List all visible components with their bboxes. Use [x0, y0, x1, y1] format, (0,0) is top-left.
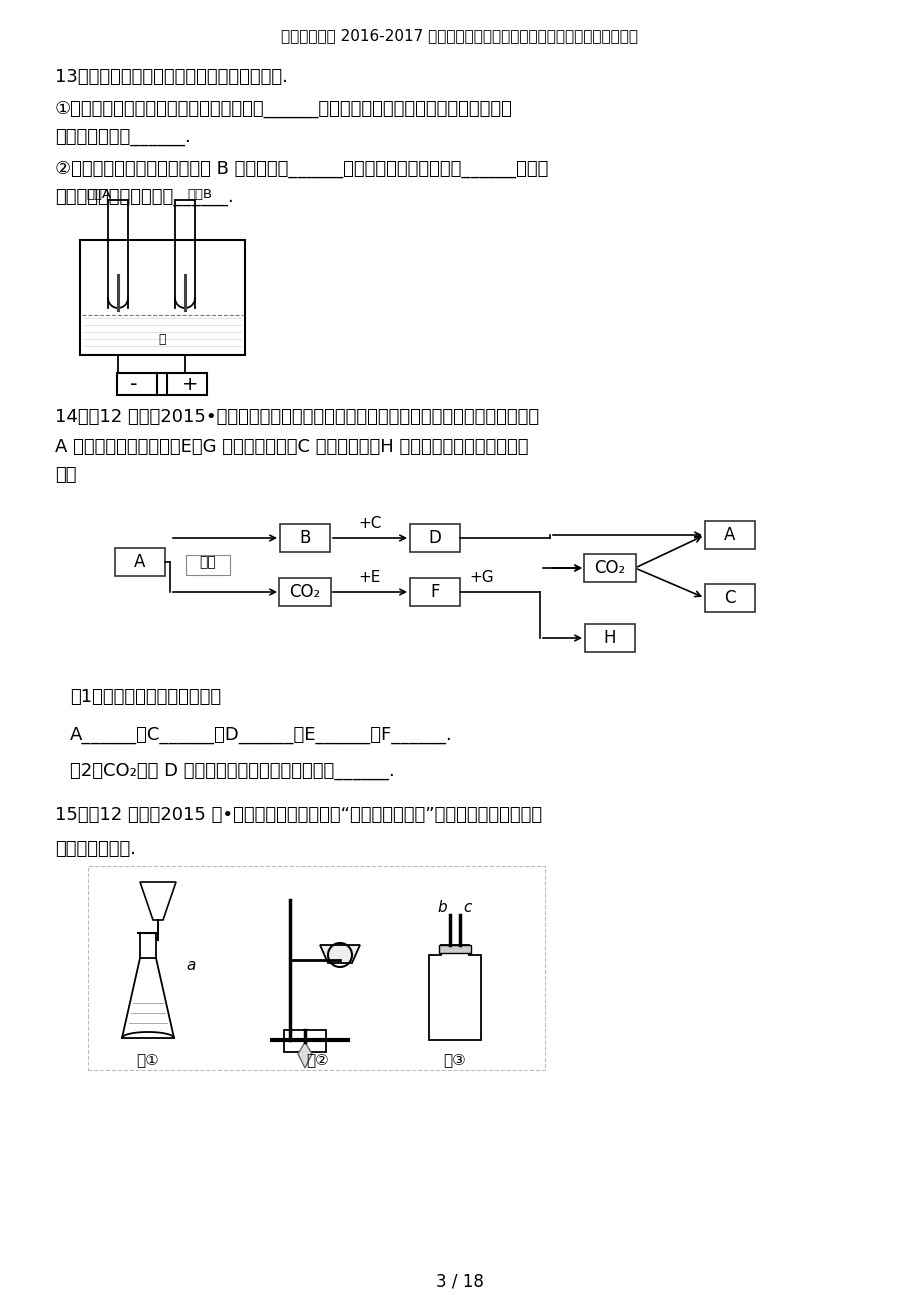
Text: b: b [437, 900, 446, 915]
Text: 13．水是生命之源，它与我们的生活密切相关.: 13．水是生命之源，它与我们的生活密切相关. [55, 68, 288, 86]
Bar [584, 553, 635, 582]
Text: -: - [130, 374, 138, 395]
Text: CO₂: CO₂ [594, 559, 625, 577]
Text: 14．（12 分）（2015•深圳模拟）如图中表示中学几种常见的物质在一定条件下可以转化，: 14．（12 分）（2015•深圳模拟）如图中表示中学几种常见的物质在一定条件下… [55, 408, 539, 426]
Bar [704, 521, 754, 549]
Text: A: A [723, 526, 735, 544]
Text: 试管B: 试管B [187, 187, 212, 201]
Text: （1）写出下列物质的化学式：: （1）写出下列物质的化学式： [70, 687, 221, 706]
Bar [704, 585, 754, 612]
Text: 四川省达州市 2016-2017 学年九年级化学上学期期初试卷（含解析）新人教版: 四川省达州市 2016-2017 学年九年级化学上学期期初试卷（含解析）新人教版 [281, 29, 638, 43]
Text: H: H [603, 629, 616, 647]
Text: 图③: 图③ [443, 1052, 466, 1068]
Text: CO₂: CO₂ [289, 583, 321, 602]
Bar [278, 578, 331, 605]
Text: ①净水器常用活性炭，主要是利用活性炭的______性．生活中，既能降低水的硬度，又能杀: ①净水器常用活性炭，主要是利用活性炭的______性．生活中，既能降低水的硬度，… [55, 100, 512, 118]
Text: （2）CO₂通入 D 澄清溶液的化学反应方程式是：______.: （2）CO₂通入 D 澄清溶液的化学反应方程式是：______. [70, 762, 394, 780]
Bar [279, 523, 330, 552]
Text: ②电解水的装置如图所示，试管 B 中的气体是______，通过此实验证明水是由______组成的: ②电解水的装置如图所示，试管 B 中的气体是______，通过此实验证明水是由_… [55, 160, 548, 178]
Bar [584, 624, 634, 652]
Text: 菌消毒的方法是______.: 菌消毒的方法是______. [55, 128, 190, 146]
Text: +C: +C [357, 517, 381, 531]
Bar [80, 240, 244, 355]
Text: 3 / 18: 3 / 18 [436, 1272, 483, 1290]
Text: ，该反应的化学方程式是______.: ，该反应的化学方程式是______. [55, 187, 233, 206]
Text: 水: 水 [158, 333, 165, 346]
Bar [410, 523, 460, 552]
Polygon shape [320, 945, 359, 963]
Text: c: c [462, 900, 471, 915]
Text: C: C [723, 589, 735, 607]
Bar [284, 1030, 325, 1052]
Text: D: D [428, 529, 441, 547]
Text: 高温: 高温 [199, 555, 216, 569]
Bar [410, 578, 460, 605]
Bar [438, 945, 471, 953]
Bar [186, 555, 230, 575]
Text: 试管A: 试管A [85, 187, 111, 201]
Text: 图②: 图② [306, 1052, 329, 1068]
Text: A: A [134, 553, 145, 572]
Text: a: a [186, 958, 195, 973]
Text: A 是石灰石的主要成分，E、G 为黑色的粉末，C 为无色液体，H 为紫红色固体（部分条件省: A 是石灰石的主要成分，E、G 为黑色的粉末，C 为无色液体，H 为紫红色固体（… [55, 437, 528, 456]
Bar [88, 866, 544, 1070]
Text: +E: +E [358, 570, 380, 586]
Polygon shape [298, 1042, 312, 1068]
Text: +: + [182, 375, 198, 393]
Text: 完成下面的问题.: 完成下面的问题. [55, 840, 136, 858]
Bar [115, 548, 165, 575]
Text: B: B [299, 529, 311, 547]
Text: 略）: 略） [55, 466, 76, 484]
Bar [117, 372, 207, 395]
Text: A______，C______，D______，E______，F______.: A______，C______，D______，E______，F______. [70, 727, 452, 743]
Text: 图①: 图① [137, 1052, 159, 1068]
Text: F: F [430, 583, 439, 602]
Text: 15．（12 分）（2015 秋•达州期末）某小组围绕“气体实验室制取”进行了研讨．请你参与: 15．（12 分）（2015 秋•达州期末）某小组围绕“气体实验室制取”进行了研… [55, 806, 541, 824]
Text: +G: +G [470, 570, 494, 586]
